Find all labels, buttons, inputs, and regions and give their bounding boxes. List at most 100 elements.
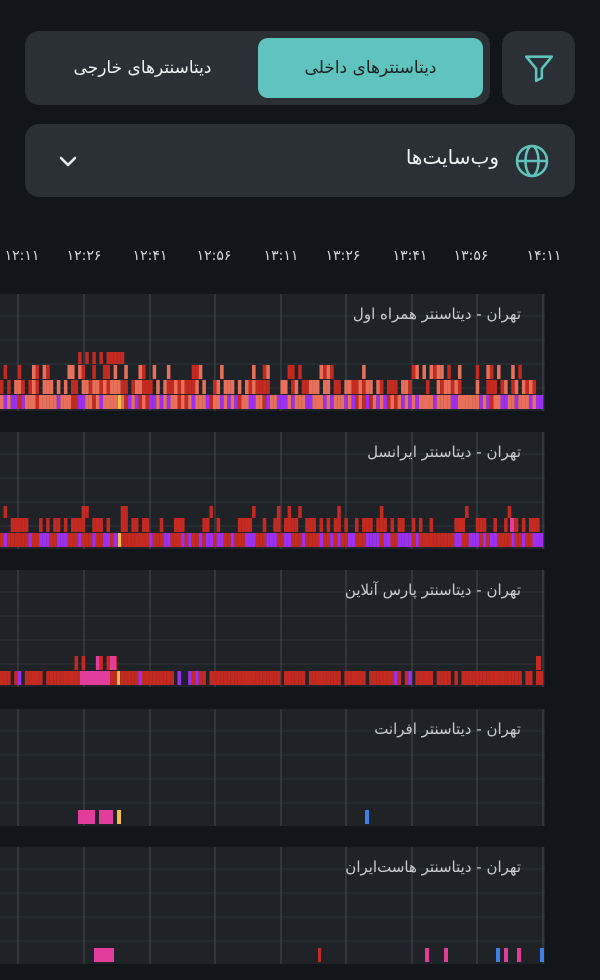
tab-domestic-datacenters[interactable]: دیتاسنترهای داخلی	[258, 38, 483, 98]
status-block	[234, 533, 238, 547]
status-block	[337, 518, 341, 532]
status-block	[191, 533, 196, 547]
status-block	[56, 671, 61, 685]
status-block	[152, 365, 157, 379]
status-block	[415, 533, 419, 547]
status-block	[521, 380, 526, 394]
status-block	[376, 671, 380, 685]
datacenter-panel: تهران - دیتاسنتر ایرانسل	[0, 432, 545, 549]
status-block	[422, 533, 426, 547]
status-block	[305, 518, 309, 532]
status-block	[447, 380, 451, 394]
status-block	[291, 533, 295, 547]
status-block	[383, 395, 387, 409]
status-block	[369, 380, 373, 394]
status-block	[177, 380, 182, 394]
status-block	[113, 352, 118, 364]
status-block	[362, 533, 366, 547]
status-block	[85, 533, 89, 547]
status-block	[337, 506, 341, 518]
status-block	[489, 380, 494, 394]
status-block	[95, 533, 100, 547]
status-block	[262, 671, 267, 685]
status-block	[493, 518, 497, 532]
status-block	[301, 671, 306, 685]
status-block	[7, 380, 11, 394]
status-block	[326, 533, 331, 547]
status-block	[362, 395, 366, 409]
status-block	[475, 671, 480, 685]
status-block	[397, 671, 402, 685]
status-block	[191, 395, 196, 409]
status-block	[383, 518, 387, 532]
status-block	[436, 395, 441, 409]
status-block	[223, 395, 228, 409]
status-block	[333, 380, 338, 394]
status-block	[124, 533, 128, 547]
status-block	[92, 518, 96, 532]
status-block	[163, 380, 167, 394]
status-heatmap	[0, 432, 545, 549]
status-block	[177, 395, 182, 409]
status-block	[294, 533, 299, 547]
status-block	[298, 365, 302, 379]
status-block	[14, 518, 18, 532]
status-block	[301, 395, 306, 409]
status-block	[330, 533, 334, 547]
status-block	[230, 671, 235, 685]
status-block	[166, 395, 171, 409]
status-block	[134, 395, 139, 409]
status-block	[401, 380, 405, 394]
status-block	[355, 533, 359, 547]
status-block	[138, 380, 142, 394]
status-block	[358, 533, 363, 547]
status-block	[120, 395, 125, 409]
status-block	[24, 518, 29, 532]
status-block	[362, 365, 366, 379]
status-block	[504, 948, 508, 962]
status-block	[24, 671, 29, 685]
status-block	[518, 365, 522, 379]
time-tick-label: ۱۳:۲۶	[325, 248, 361, 264]
status-block	[262, 533, 267, 547]
top-bar: دیتاسنترهای خارجی دیتاسنترهای داخلی	[25, 31, 575, 105]
status-block	[497, 671, 501, 685]
status-block	[63, 395, 68, 409]
status-block	[269, 533, 274, 547]
filter-button[interactable]	[502, 31, 575, 105]
status-block	[78, 395, 82, 409]
status-block	[113, 380, 118, 394]
status-block	[337, 671, 341, 685]
status-block	[198, 533, 203, 547]
status-block	[404, 380, 409, 394]
status-block	[42, 395, 47, 409]
status-block	[291, 365, 295, 379]
status-block	[113, 395, 118, 409]
status-block	[436, 533, 441, 547]
status-block	[482, 518, 487, 532]
status-block	[3, 671, 8, 685]
status-block	[507, 533, 512, 547]
status-block	[266, 533, 270, 547]
status-block	[408, 395, 412, 409]
status-block	[99, 656, 103, 670]
status-block	[237, 395, 242, 409]
status-block	[14, 395, 18, 409]
status-block	[422, 395, 426, 409]
status-block	[504, 518, 508, 532]
status-block	[113, 671, 118, 685]
status-block	[333, 395, 338, 409]
status-block	[475, 395, 480, 409]
status-block	[525, 395, 529, 409]
status-block	[106, 518, 111, 532]
website-dropdown[interactable]: وب‌سایت‌ها	[25, 124, 575, 197]
status-block	[237, 380, 242, 394]
status-block	[46, 380, 50, 394]
status-block	[259, 671, 263, 685]
tab-foreign-datacenters[interactable]: دیتاسنترهای خارجی	[73, 58, 212, 78]
status-block	[181, 518, 185, 532]
status-block	[248, 395, 253, 409]
status-block	[319, 533, 324, 547]
status-block	[120, 671, 125, 685]
status-block	[166, 365, 171, 379]
